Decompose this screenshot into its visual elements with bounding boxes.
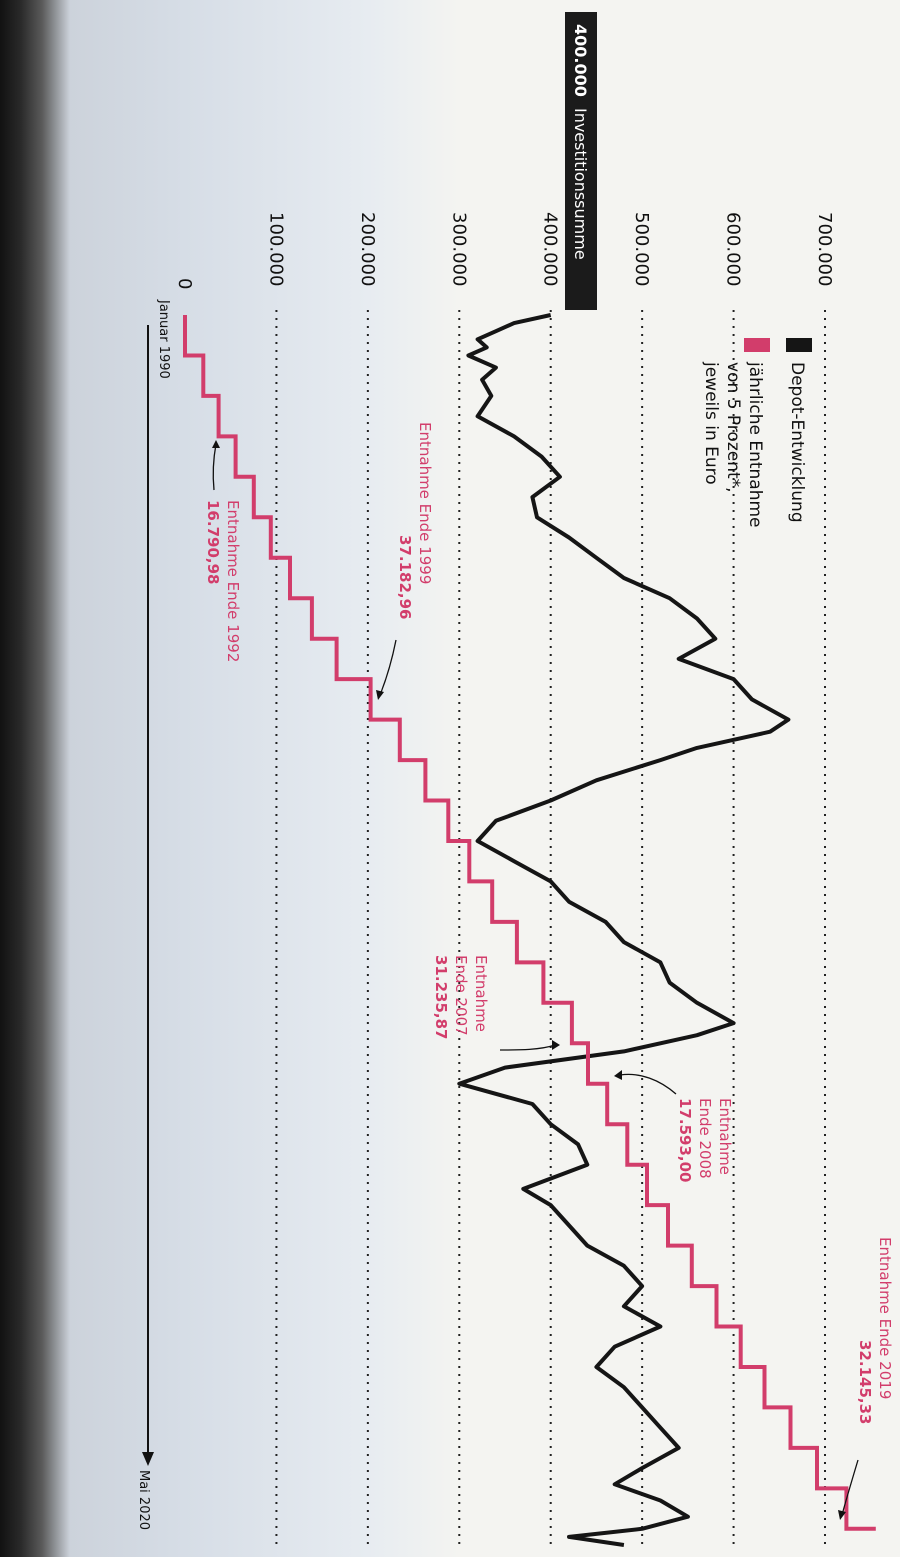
y-tick-label: 400.000 [540,212,561,286]
annotation-2019-label: Entnahme Ende 2019 [876,1237,894,1399]
annotation-1992: Entnahme Ende 1992 16.790,98 [204,440,242,662]
magazine-spine [0,0,70,1557]
annotation-1999-arrow [379,639,397,696]
annotation-2019: Entnahme Ende 2019 32.145,33 [838,1237,894,1520]
series-line-depot [457,313,791,1547]
y-tick-label: 700.000 [814,212,835,286]
annotation-2007: Entnahme Ende 2007 31.235,87 [432,955,560,1051]
annotation-2007-label-2: Ende 2007 [452,955,470,1036]
annotation-2019-arrowhead [838,1510,846,1520]
investment-badge-bg [565,12,597,310]
gridlines [275,310,826,1545]
annotation-2008-label-2: Ende 2008 [696,1098,714,1179]
annotation-2008-label-1: Entnahme [716,1098,734,1175]
annotation-2019-value: 32.145,33 [856,1340,874,1424]
legend-swatch-withdraw [744,338,770,352]
annotation-1999-arrowhead [376,690,384,700]
annotation-2007-arrow [499,1044,556,1051]
legend-label-withdraw-3: jeweils in Euro [701,361,721,485]
investment-badge: 400.000 Investitionssumme [565,12,597,310]
annotation-1999-label: Entnahme Ende 1999 [416,422,434,584]
investment-value: 400.000 [571,24,590,97]
y-tick-label: 200.000 [357,212,378,286]
legend-label-withdraw-2: von 5 Prozent*, [723,362,743,493]
annotation-2008: Entnahme Ende 2008 17.593,00 [614,1070,734,1182]
annotation-2007-value: 31.235,87 [432,955,450,1039]
annotation-2008-arrowhead [614,1070,622,1080]
annotation-1992-label: Entnahme Ende 1992 [224,500,242,662]
annotation-1999: Entnahme Ende 1999 37.182,96 [376,422,434,700]
investment-text: Investitionssumme [571,108,590,260]
y-tick-label: 0 [174,278,195,289]
annotation-2008-arrow [619,1073,677,1095]
series-layer [183,313,876,1547]
y-tick-label: 300.000 [448,212,469,286]
x-axis [142,325,154,1466]
legend: Depot-Entwicklung jährliche Entnahme von… [701,338,812,528]
annotation-2008-value: 17.593,00 [676,1098,694,1182]
annotation-2007-label-1: Entnahme [472,955,490,1032]
y-tick-label: 100.000 [265,212,286,286]
legend-label-withdraw-1: jährliche Entnahme [745,361,765,528]
y-tick-labels: 0 100.000 200.000 300.000 400.000 500.000 600.… [174,212,835,289]
annotation-1999-value: 37.182,96 [396,535,414,619]
annotation-2019-arrow [841,1459,859,1516]
series-line-withdrawal [183,315,876,1531]
investment-badge-text: 400.000 Investitionssumme [571,24,590,260]
y-tick-label: 500.000 [631,212,652,286]
legend-swatch-depot [786,338,812,352]
x-axis-arrowhead [142,1452,154,1466]
legend-label-depot: Depot-Entwicklung [787,362,807,523]
x-start-label: Januar 1990 [156,299,171,379]
annotation-1992-arrow [212,443,217,491]
paper-shade [0,0,460,1557]
annotation-1992-arrowhead [212,440,220,448]
y-tick-label: 600.000 [723,212,744,286]
annotation-2007-arrowhead [552,1040,560,1050]
x-end-label: Mai 2020 [136,1470,151,1530]
annotation-1992-value: 16.790,98 [204,500,222,584]
